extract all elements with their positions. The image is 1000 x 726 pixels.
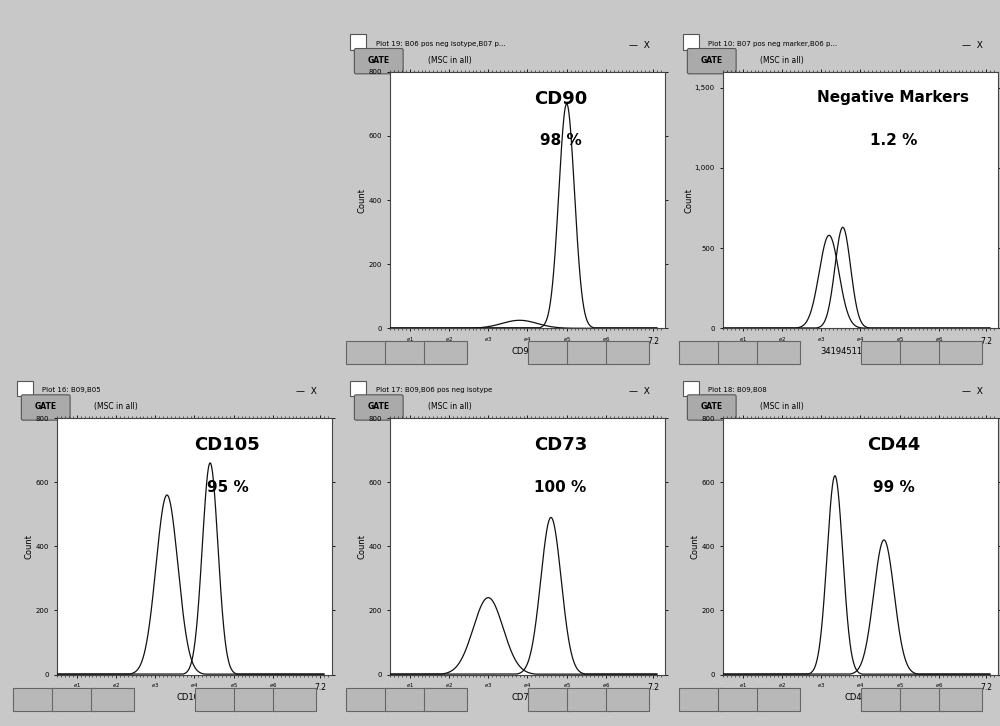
FancyBboxPatch shape <box>606 688 648 711</box>
FancyBboxPatch shape <box>687 49 736 74</box>
FancyBboxPatch shape <box>346 688 388 711</box>
FancyBboxPatch shape <box>718 688 761 711</box>
Text: 100 %: 100 % <box>534 480 587 494</box>
Text: —  X: — X <box>629 41 650 50</box>
Text: Negative Markers: Negative Markers <box>817 90 969 105</box>
FancyBboxPatch shape <box>91 688 134 711</box>
Text: (MSC in all): (MSC in all) <box>428 402 471 411</box>
X-axis label: 34194511bhlada-A: 34194511bhlada-A <box>821 347 900 356</box>
Y-axis label: Count: Count <box>684 187 693 213</box>
FancyBboxPatch shape <box>687 395 736 420</box>
FancyBboxPatch shape <box>346 341 388 364</box>
Text: 99 %: 99 % <box>873 480 914 494</box>
Y-axis label: Count: Count <box>358 187 367 213</box>
FancyBboxPatch shape <box>567 341 610 364</box>
FancyBboxPatch shape <box>354 49 403 74</box>
FancyBboxPatch shape <box>861 341 904 364</box>
Bar <box>682 380 699 396</box>
FancyBboxPatch shape <box>385 341 428 364</box>
Text: Plot 17: B09,B06 pos neg isotype: Plot 17: B09,B06 pos neg isotype <box>376 387 492 393</box>
FancyBboxPatch shape <box>13 688 56 711</box>
Bar <box>350 34 366 50</box>
Text: GATE: GATE <box>35 402 57 411</box>
Text: CD73: CD73 <box>534 436 587 454</box>
Text: CD44: CD44 <box>867 436 920 454</box>
Text: —  X: — X <box>962 41 983 50</box>
Text: (MSC in all): (MSC in all) <box>94 402 138 411</box>
Text: (MSC in all): (MSC in all) <box>761 56 804 65</box>
FancyBboxPatch shape <box>354 395 403 420</box>
X-axis label: CD105-A: CD105-A <box>176 693 213 702</box>
FancyBboxPatch shape <box>528 688 570 711</box>
Text: —  X: — X <box>962 387 983 396</box>
FancyBboxPatch shape <box>679 688 722 711</box>
FancyBboxPatch shape <box>424 341 466 364</box>
FancyBboxPatch shape <box>567 688 610 711</box>
Text: GATE: GATE <box>701 402 723 411</box>
FancyBboxPatch shape <box>52 688 94 711</box>
X-axis label: CD44-A: CD44-A <box>845 693 876 702</box>
Text: Plot 18: B09,B08: Plot 18: B09,B08 <box>708 387 767 393</box>
Bar <box>350 380 366 396</box>
X-axis label: CD73-A: CD73-A <box>512 693 543 702</box>
Text: —  X: — X <box>296 387 317 396</box>
FancyBboxPatch shape <box>606 341 648 364</box>
Text: Plot 10: B07 pos neg marker,B06 p...: Plot 10: B07 pos neg marker,B06 p... <box>708 41 838 47</box>
FancyBboxPatch shape <box>861 688 904 711</box>
Bar <box>682 34 699 50</box>
Text: 98 %: 98 % <box>540 134 581 148</box>
Text: GATE: GATE <box>701 56 723 65</box>
Y-axis label: Count: Count <box>358 534 367 559</box>
Text: Plot 19: B06 pos neg isotype,B07 p...: Plot 19: B06 pos neg isotype,B07 p... <box>376 41 505 47</box>
FancyBboxPatch shape <box>939 341 982 364</box>
FancyBboxPatch shape <box>21 395 70 420</box>
FancyBboxPatch shape <box>424 688 466 711</box>
X-axis label: CD90-A: CD90-A <box>512 347 543 356</box>
Text: CD105: CD105 <box>195 436 260 454</box>
FancyBboxPatch shape <box>234 688 276 711</box>
Y-axis label: Count: Count <box>25 534 34 559</box>
FancyBboxPatch shape <box>939 688 982 711</box>
Text: Plot 16: B09,B05: Plot 16: B09,B05 <box>42 387 101 393</box>
Text: GATE: GATE <box>368 402 390 411</box>
FancyBboxPatch shape <box>757 688 800 711</box>
Bar <box>16 380 33 396</box>
Text: 1.2 %: 1.2 % <box>870 134 917 148</box>
FancyBboxPatch shape <box>528 341 570 364</box>
Text: —  X: — X <box>629 387 650 396</box>
FancyBboxPatch shape <box>757 341 800 364</box>
Text: CD90: CD90 <box>534 90 587 107</box>
Text: (MSC in all): (MSC in all) <box>428 56 471 65</box>
FancyBboxPatch shape <box>195 688 238 711</box>
Text: 95 %: 95 % <box>207 480 248 494</box>
FancyBboxPatch shape <box>718 341 761 364</box>
Text: (MSC in all): (MSC in all) <box>761 402 804 411</box>
FancyBboxPatch shape <box>385 688 428 711</box>
FancyBboxPatch shape <box>273 688 316 711</box>
Y-axis label: Count: Count <box>691 534 700 559</box>
FancyBboxPatch shape <box>900 341 942 364</box>
Text: GATE: GATE <box>368 56 390 65</box>
FancyBboxPatch shape <box>900 688 942 711</box>
FancyBboxPatch shape <box>679 341 722 364</box>
